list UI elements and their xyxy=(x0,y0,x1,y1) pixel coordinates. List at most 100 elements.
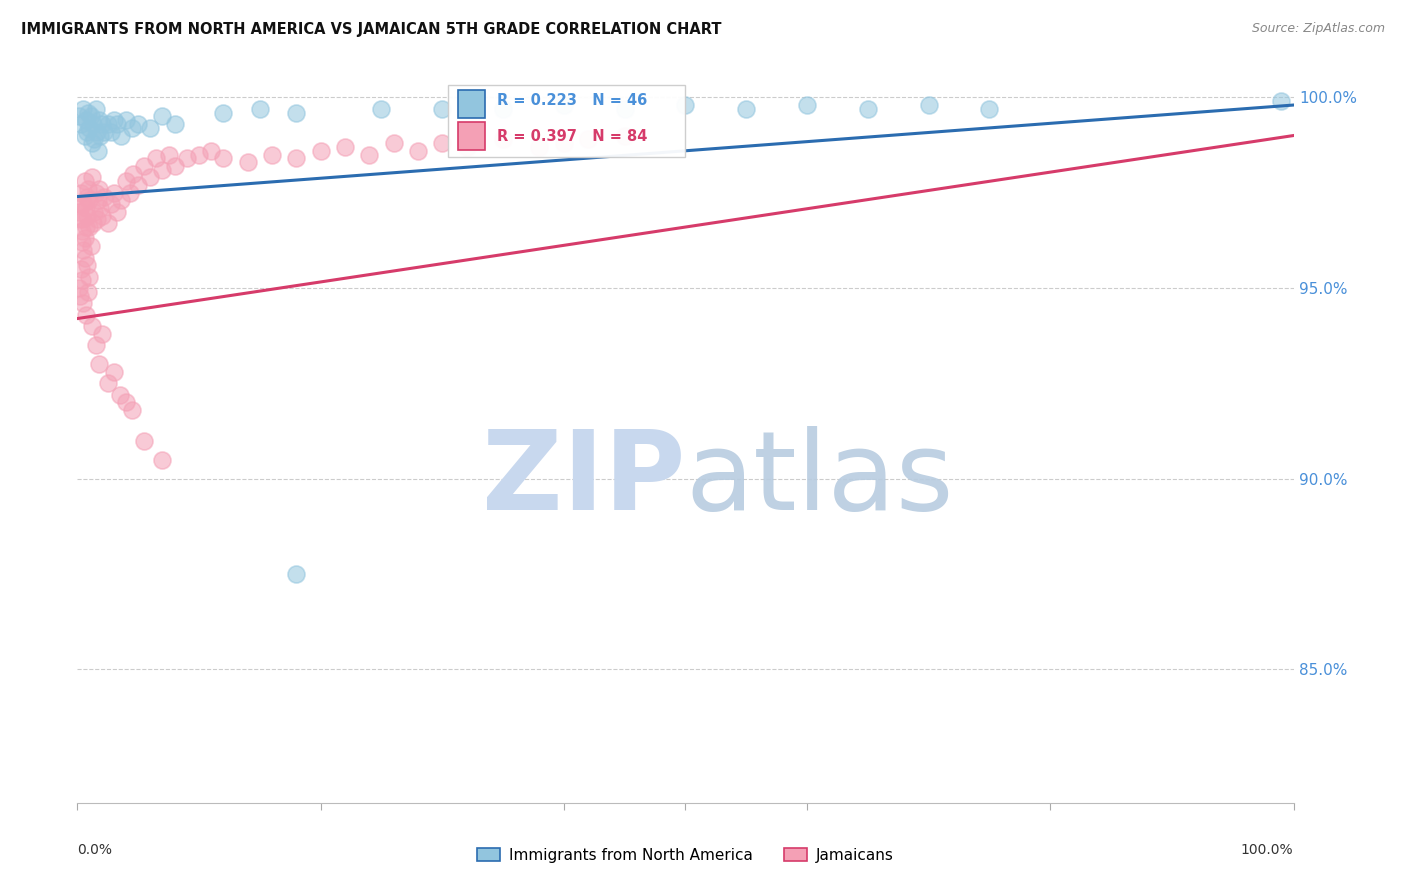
Point xyxy=(86,125,108,139)
Point xyxy=(76,258,98,272)
Point xyxy=(492,132,515,146)
Point xyxy=(70,186,93,200)
Point xyxy=(553,98,575,112)
Point xyxy=(72,102,94,116)
Point xyxy=(176,152,198,166)
Point xyxy=(84,338,107,352)
Point xyxy=(89,201,111,215)
Point xyxy=(100,125,122,139)
Point xyxy=(115,113,138,128)
Point xyxy=(529,140,551,154)
Point xyxy=(127,117,149,131)
Point xyxy=(212,105,235,120)
Point xyxy=(121,120,143,135)
Point xyxy=(333,140,356,154)
Point xyxy=(79,120,101,135)
Point xyxy=(73,231,96,245)
Point xyxy=(249,102,271,116)
Point xyxy=(613,128,636,143)
Point xyxy=(70,224,93,238)
Point xyxy=(90,209,112,223)
Point xyxy=(979,102,1001,116)
Point xyxy=(79,194,101,208)
Point xyxy=(76,125,98,139)
Point xyxy=(76,209,98,223)
Point xyxy=(90,117,112,131)
Point xyxy=(76,189,98,203)
Point xyxy=(127,178,149,193)
Point xyxy=(107,117,129,131)
Point xyxy=(576,132,599,146)
Point xyxy=(77,285,100,299)
Point xyxy=(430,102,453,116)
Point xyxy=(115,395,138,409)
Point xyxy=(84,102,107,116)
Point xyxy=(67,204,90,219)
Point xyxy=(152,452,174,467)
Point xyxy=(73,251,96,265)
Point xyxy=(110,194,132,208)
FancyBboxPatch shape xyxy=(458,122,485,150)
Point xyxy=(145,152,167,166)
Legend: Immigrants from North America, Jamaicans: Immigrants from North America, Jamaicans xyxy=(471,841,900,869)
Point xyxy=(80,110,103,124)
Point xyxy=(89,128,111,143)
Point xyxy=(856,102,879,116)
Point xyxy=(121,403,143,417)
Point xyxy=(100,197,122,211)
Point xyxy=(359,147,381,161)
Text: Source: ZipAtlas.com: Source: ZipAtlas.com xyxy=(1251,22,1385,36)
Point xyxy=(188,147,211,161)
Point xyxy=(285,152,308,166)
Point xyxy=(73,128,96,143)
Point xyxy=(134,159,156,173)
Point xyxy=(370,102,392,116)
Point xyxy=(70,197,93,211)
Point xyxy=(70,235,93,250)
Point xyxy=(735,102,758,116)
Point xyxy=(73,174,96,188)
Point xyxy=(492,102,515,116)
Point xyxy=(152,162,174,177)
Point xyxy=(553,136,575,150)
Point xyxy=(613,102,636,116)
Point xyxy=(75,201,97,215)
Point xyxy=(97,216,120,230)
Point xyxy=(83,132,105,146)
Point xyxy=(87,194,110,208)
Text: 100.0%: 100.0% xyxy=(1241,843,1294,857)
Point xyxy=(70,117,93,131)
Point xyxy=(139,120,162,135)
Text: atlas: atlas xyxy=(686,425,953,533)
Point xyxy=(87,144,110,158)
Text: R = 0.223   N = 46: R = 0.223 N = 46 xyxy=(496,93,647,108)
Point xyxy=(82,117,104,131)
FancyBboxPatch shape xyxy=(449,86,686,157)
Point xyxy=(72,243,94,257)
Point xyxy=(72,212,94,227)
Point xyxy=(107,204,129,219)
Point xyxy=(103,186,125,200)
Point xyxy=(406,144,429,158)
Point xyxy=(152,110,174,124)
Text: 0.0%: 0.0% xyxy=(77,843,112,857)
Point xyxy=(110,128,132,143)
Point xyxy=(285,567,308,582)
Point xyxy=(77,105,100,120)
Point xyxy=(80,239,103,253)
Point xyxy=(72,296,94,310)
Point xyxy=(97,117,120,131)
Point xyxy=(918,98,941,112)
Point xyxy=(309,144,332,158)
Point xyxy=(80,136,103,150)
Point xyxy=(70,262,93,277)
Point xyxy=(115,174,138,188)
Text: IMMIGRANTS FROM NORTH AMERICA VS JAMAICAN 5TH GRADE CORRELATION CHART: IMMIGRANTS FROM NORTH AMERICA VS JAMAICA… xyxy=(21,22,721,37)
Point xyxy=(67,110,90,124)
Text: ZIP: ZIP xyxy=(482,425,686,533)
Point xyxy=(89,182,111,196)
Point xyxy=(212,152,235,166)
Text: R = 0.397   N = 84: R = 0.397 N = 84 xyxy=(496,129,647,145)
Point xyxy=(103,113,125,128)
Point xyxy=(200,144,222,158)
